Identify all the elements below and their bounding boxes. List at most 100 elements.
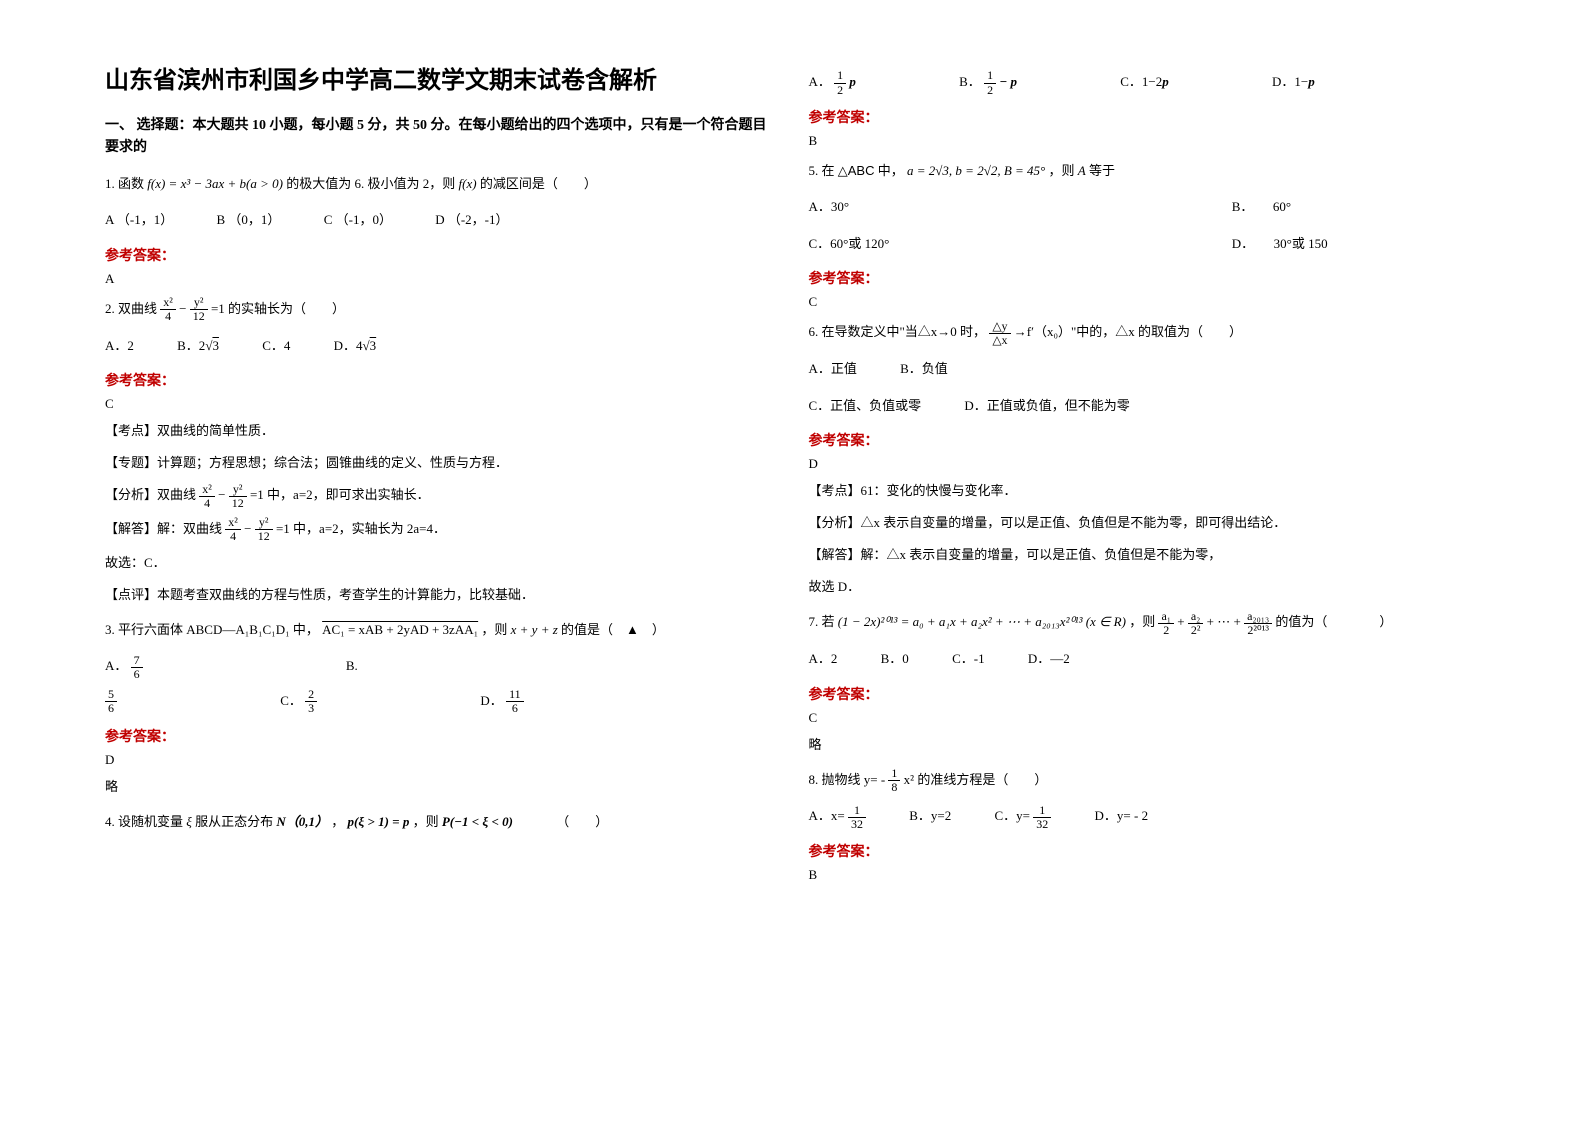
q4-d: ，则 bbox=[413, 814, 439, 829]
q4-p1: p(ξ > 1) = p bbox=[348, 814, 410, 829]
q5-cond: a = 2√3, b = 2√2, B = 45° bbox=[907, 163, 1045, 178]
q6-ans: D bbox=[809, 456, 1483, 472]
q2-jieda: 【解答】解：双曲线 x²4 − y²12 =1 中，a=2，实轴长为 2a=4． bbox=[105, 516, 779, 544]
q8-opt-c: C．y= 132 bbox=[995, 802, 1052, 831]
q1-opt-a: A （-1，1） bbox=[105, 206, 173, 235]
q5-tri: △ABC bbox=[838, 163, 875, 178]
q8-coef: 18 bbox=[888, 767, 900, 794]
q7-f2: a₂2² bbox=[1188, 610, 1204, 637]
q3-opt-b: 56 bbox=[105, 687, 117, 716]
q8-opt-d: D．y= - 2 bbox=[1095, 802, 1149, 831]
q2-dianping: 【点评】本题考查双曲线的方程与性质，考查学生的计算能力，比较基础． bbox=[105, 582, 779, 608]
q2-select: 故选：C． bbox=[105, 550, 779, 576]
q8-options: A．x= 132 B．y=2 C．y= 132 D．y= - 2 bbox=[809, 802, 1483, 831]
q4-a: 4. 设随机变量 bbox=[105, 814, 183, 829]
q8-stem: 8. 抛物线 y= - 18 x² 的准线方程是（ ） bbox=[809, 766, 1483, 795]
q3-opt-d: D． 116 bbox=[480, 687, 523, 716]
q1-ans-label: 参考答案： bbox=[105, 245, 779, 265]
q5-opt-a: A．30° bbox=[809, 193, 1189, 222]
q6-opt-c: C．正值、负值或零 bbox=[809, 392, 922, 421]
q6-options-row2: C．正值、负值或零 D．正值或负值，但不能为零 bbox=[809, 392, 1483, 421]
q7-f1: a₁2 bbox=[1158, 610, 1174, 637]
q4-options: A． 12 p B． 12 − p C．1−2p D．1−p bbox=[809, 68, 1483, 97]
q3-stem: 3. 平行六面体 ABCD—A₁B₁C₁D₁ 中， AC₁ = xAB + 2y… bbox=[105, 616, 779, 645]
q6-b: →f′（x₀）"中的，△x 的取值为（ ） bbox=[1014, 324, 1242, 339]
q4-ans-label: 参考答案： bbox=[809, 107, 1483, 127]
q4-N: N（0,1） bbox=[276, 814, 328, 829]
q2-frac2: y²12 bbox=[190, 296, 208, 323]
q2-opt-b: B．2√3 bbox=[177, 332, 219, 361]
q8-ans: B bbox=[809, 867, 1483, 883]
q6-ans-label: 参考答案： bbox=[809, 430, 1483, 450]
q7-b: ，则 bbox=[1129, 614, 1155, 629]
q3-ans-label: 参考答案： bbox=[105, 726, 779, 746]
q3-expr: x + y + z bbox=[511, 622, 558, 637]
q3-b: ，则 bbox=[481, 622, 507, 637]
q2-b: =1 的实轴长为（ ） bbox=[211, 301, 345, 316]
q2-opt-c: C．4 bbox=[262, 332, 290, 361]
q1-opt-d: D （-2，-1） bbox=[435, 206, 508, 235]
q3-c: 的值是（ ▲ ） bbox=[561, 622, 665, 637]
q4-p2: P(−1 < ξ < 0) bbox=[442, 814, 513, 829]
q6-frac: △y△x bbox=[989, 320, 1010, 347]
q1-opt-b: B （0，1） bbox=[217, 206, 281, 235]
q4-c: ， bbox=[331, 814, 344, 829]
q5-ans: C bbox=[809, 294, 1483, 310]
q4-opt-b: B． 12 − p bbox=[959, 68, 1017, 97]
q5-b: 中， bbox=[878, 163, 904, 178]
q8-a: 8. 抛物线 y= - bbox=[809, 772, 889, 787]
q6-opt-d: D．正值或负值，但不能为零 bbox=[964, 392, 1129, 421]
q2-ans: C bbox=[105, 396, 779, 412]
q3-row1: A． 76 B. bbox=[105, 652, 779, 681]
q2-opt-a: A．2 bbox=[105, 332, 134, 361]
q1-fx2: f(x) bbox=[459, 176, 477, 191]
q6-a: 6. 在导数定义中"当△x→0 时， bbox=[809, 324, 987, 339]
q2-options: A．2 B．2√3 C．4 D．4√3 bbox=[105, 332, 779, 361]
q5-d: 等于 bbox=[1089, 163, 1115, 178]
q8-opt-b: B．y=2 bbox=[909, 802, 951, 831]
q7-c: 的值为（ ） bbox=[1275, 614, 1392, 629]
q2-stem: 2. 双曲线 x²4 − y²12 =1 的实轴长为（ ） bbox=[105, 295, 779, 324]
q5-opt-c: C．60°或 120° bbox=[809, 230, 1189, 259]
q8-ans-label: 参考答案： bbox=[809, 841, 1483, 861]
q6-select: 故选 D． bbox=[809, 574, 1483, 600]
q5-c: ，则 bbox=[1049, 163, 1075, 178]
q7-f3: a₂₀₁₃2²⁰¹³ bbox=[1244, 610, 1272, 637]
q3-opt-c: C． 23 bbox=[280, 687, 317, 716]
q3-vec: AC₁ = xAB + 2yAD + 3zAA₁ bbox=[322, 622, 478, 637]
q1-c: 的减区间是（ ） bbox=[480, 176, 597, 191]
q7-stem: 7. 若 (1 − 2x)²⁰¹³ = a₀ + a₁x + a₂x² + ⋯ … bbox=[809, 608, 1483, 637]
q2-kaodian: 【考点】双曲线的简单性质． bbox=[105, 418, 779, 444]
q5-options-row1: A．30° B． 60° bbox=[809, 193, 1483, 222]
q7-note: 略 bbox=[809, 732, 1483, 758]
q5-opt-d: D． 30°或 150 bbox=[1232, 230, 1328, 259]
q2-ans-label: 参考答案： bbox=[105, 370, 779, 390]
q3-row2: 56 C． 23 D． 116 bbox=[105, 687, 779, 716]
q6-opt-a: A．正值 bbox=[809, 355, 857, 384]
q4-opt-a: A． 12 p bbox=[809, 68, 856, 97]
q2-fenxi: 【分析】双曲线 x²4 − y²12 =1 中，a=2，即可求出实轴长． bbox=[105, 482, 779, 510]
q5-options-row2: C．60°或 120° D． 30°或 150 bbox=[809, 230, 1483, 259]
q7-ans: C bbox=[809, 710, 1483, 726]
q6-stem: 6. 在导数定义中"当△x→0 时， △y△x →f′（x₀）"中的，△x 的取… bbox=[809, 318, 1483, 347]
q5-stem: 5. 在 △ABC 中， a = 2√3, b = 2√2, B = 45° ，… bbox=[809, 157, 1483, 186]
q7-opt-c: C．-1 bbox=[952, 645, 985, 674]
q1-a: 1. 函数 bbox=[105, 176, 144, 191]
q6-fenxi: 【分析】△x 表示自变量的增量，可以是正值、负值但是不能为零，即可得出结论． bbox=[809, 510, 1483, 536]
q3-opt-a: A． 76 bbox=[105, 652, 143, 681]
q1-ans: A bbox=[105, 271, 779, 287]
q1-stem: 1. 函数 f(x) = x³ − 3ax + b(a > 0) 的极大值为 6… bbox=[105, 170, 779, 199]
q4-opt-c: C．1−2p bbox=[1120, 68, 1169, 97]
q7-opt-d: D．—2 bbox=[1028, 645, 1070, 674]
q1-b: 的极大值为 6. 极小值为 2，则 bbox=[286, 176, 455, 191]
q6-kaodian: 【考点】61：变化的快慢与变化率． bbox=[809, 478, 1483, 504]
q8-opt-a: A．x= 132 bbox=[809, 802, 866, 831]
q6-opt-b: B．负值 bbox=[900, 355, 948, 384]
q1-fx: f(x) = x³ − 3ax + b(a > 0) bbox=[147, 176, 283, 191]
q2-a: 2. 双曲线 bbox=[105, 301, 160, 316]
q5-ans-label: 参考答案： bbox=[809, 268, 1483, 288]
page-title: 山东省滨州市利国乡中学高二数学文期末试卷含解析 bbox=[105, 60, 779, 95]
q1-options: A （-1，1） B （0，1） C （-1，0） D （-2，-1） bbox=[105, 206, 779, 235]
section-heading: 一、 选择题：本大题共 10 小题，每小题 5 分，共 50 分。在每小题给出的… bbox=[105, 115, 779, 160]
q3-ans: D bbox=[105, 752, 779, 768]
